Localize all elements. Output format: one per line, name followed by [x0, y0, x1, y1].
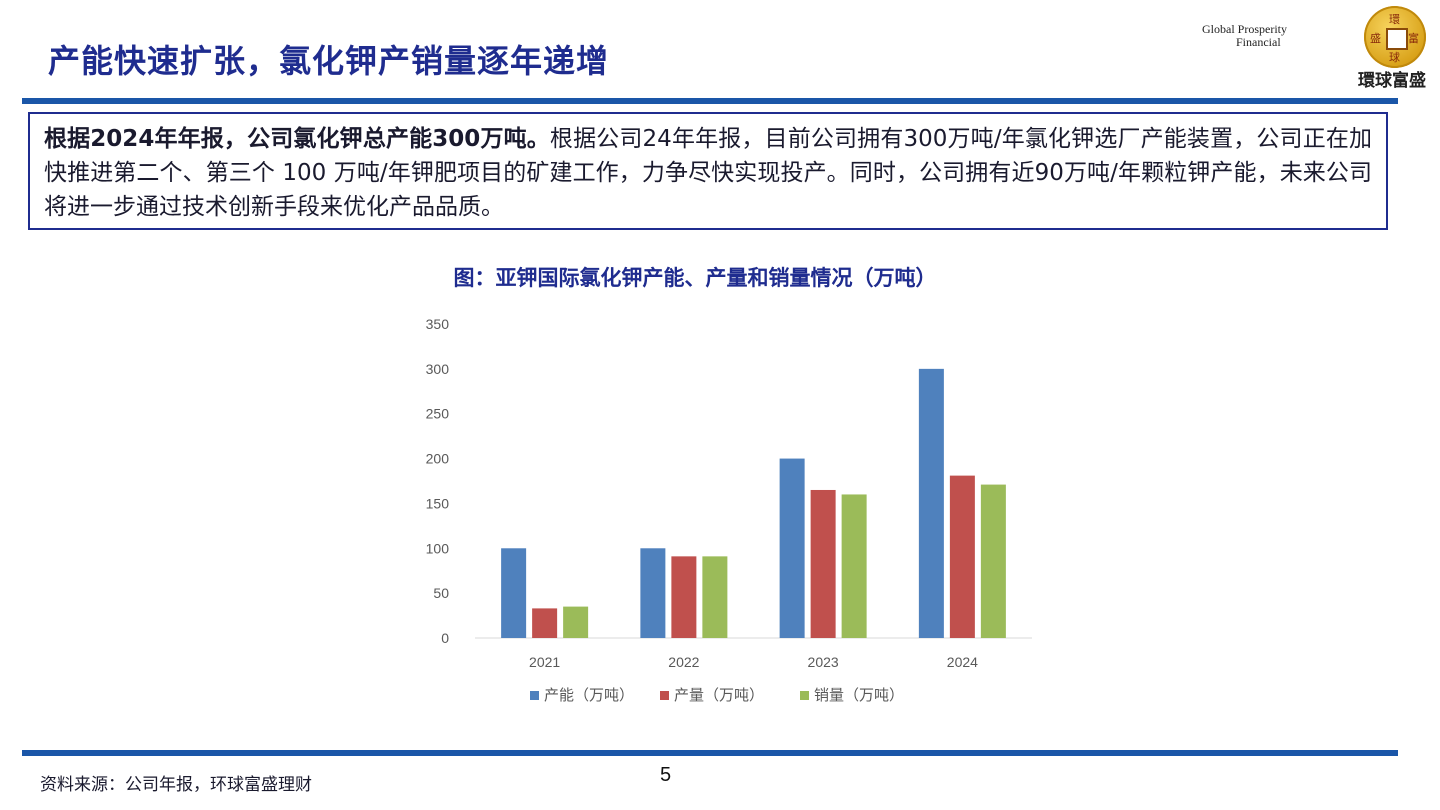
callout-body: 根据公司24年年报，目前公司拥有300万吨/年氯化钾选厂产能装置，公司正在加快推… — [44, 126, 1372, 220]
legend-swatch — [800, 691, 809, 700]
y-tick-label: 250 — [426, 406, 450, 422]
y-tick-label: 150 — [426, 495, 450, 511]
seal-char: 球 — [1389, 51, 1400, 64]
bar — [640, 548, 666, 638]
y-tick-label: 200 — [426, 451, 450, 467]
logo-chinese: 環球富盛 — [1358, 71, 1426, 91]
bar — [918, 368, 944, 638]
bar — [841, 494, 867, 638]
company-logo: Global Prosperity Financial 環 富 盛 球 環球富盛 — [1202, 4, 1432, 92]
legend-label: 产量（万吨） — [674, 686, 764, 704]
y-tick-label: 300 — [426, 361, 450, 377]
logo-line2: Financial — [1236, 35, 1281, 49]
seal-char: 盛 — [1370, 32, 1381, 45]
header-divider — [22, 98, 1398, 104]
callout-bold: 根据2024年年报，公司氯化钾总产能300万吨。 — [44, 126, 550, 152]
bar — [810, 489, 836, 638]
x-tick-label: 2021 — [529, 654, 560, 670]
page-number: 5 — [660, 764, 672, 786]
y-tick-label: 350 — [426, 316, 450, 332]
logo-line1: Global Prosperity — [1202, 22, 1287, 36]
slide-title: 产能快速扩张，氯化钾产销量逐年递增 — [48, 42, 610, 80]
x-tick-label: 2022 — [668, 654, 699, 670]
y-tick-label: 100 — [426, 540, 450, 556]
bar — [532, 608, 558, 638]
source-note: 资料来源：公司年报，环球富盛理财 — [40, 775, 312, 795]
legend-label: 销量（万吨） — [814, 686, 904, 704]
summary-callout: 根据2024年年报，公司氯化钾总产能300万吨。根据公司24年年报，目前公司拥有… — [28, 112, 1388, 230]
legend-swatch — [660, 691, 669, 700]
y-tick-label: 0 — [441, 630, 449, 646]
x-tick-label: 2023 — [808, 654, 839, 670]
bar — [980, 484, 1006, 638]
bar — [501, 548, 527, 638]
chart-title: 图：亚钾国际氯化钾产能、产量和销量情况（万吨） — [453, 266, 937, 290]
bar — [671, 556, 697, 638]
logo-english: Global Prosperity Financial — [1202, 22, 1362, 50]
bar — [949, 475, 975, 638]
coin-seal-icon: 環 富 盛 球 — [1364, 6, 1426, 68]
legend-swatch — [530, 691, 539, 700]
seal-char: 富 — [1408, 32, 1419, 45]
legend-label: 产能（万吨） — [544, 686, 634, 704]
bar — [702, 556, 728, 638]
bar-chart: 0 50 100 150 200 250 300 350 2021 2022 2023 2024 产能（… — [426, 316, 1032, 704]
footer-divider — [22, 750, 1398, 756]
x-tick-label: 2024 — [947, 654, 978, 670]
bar — [563, 606, 589, 638]
bar — [779, 458, 805, 638]
y-tick-label: 50 — [433, 585, 449, 601]
seal-char: 環 — [1389, 13, 1400, 26]
